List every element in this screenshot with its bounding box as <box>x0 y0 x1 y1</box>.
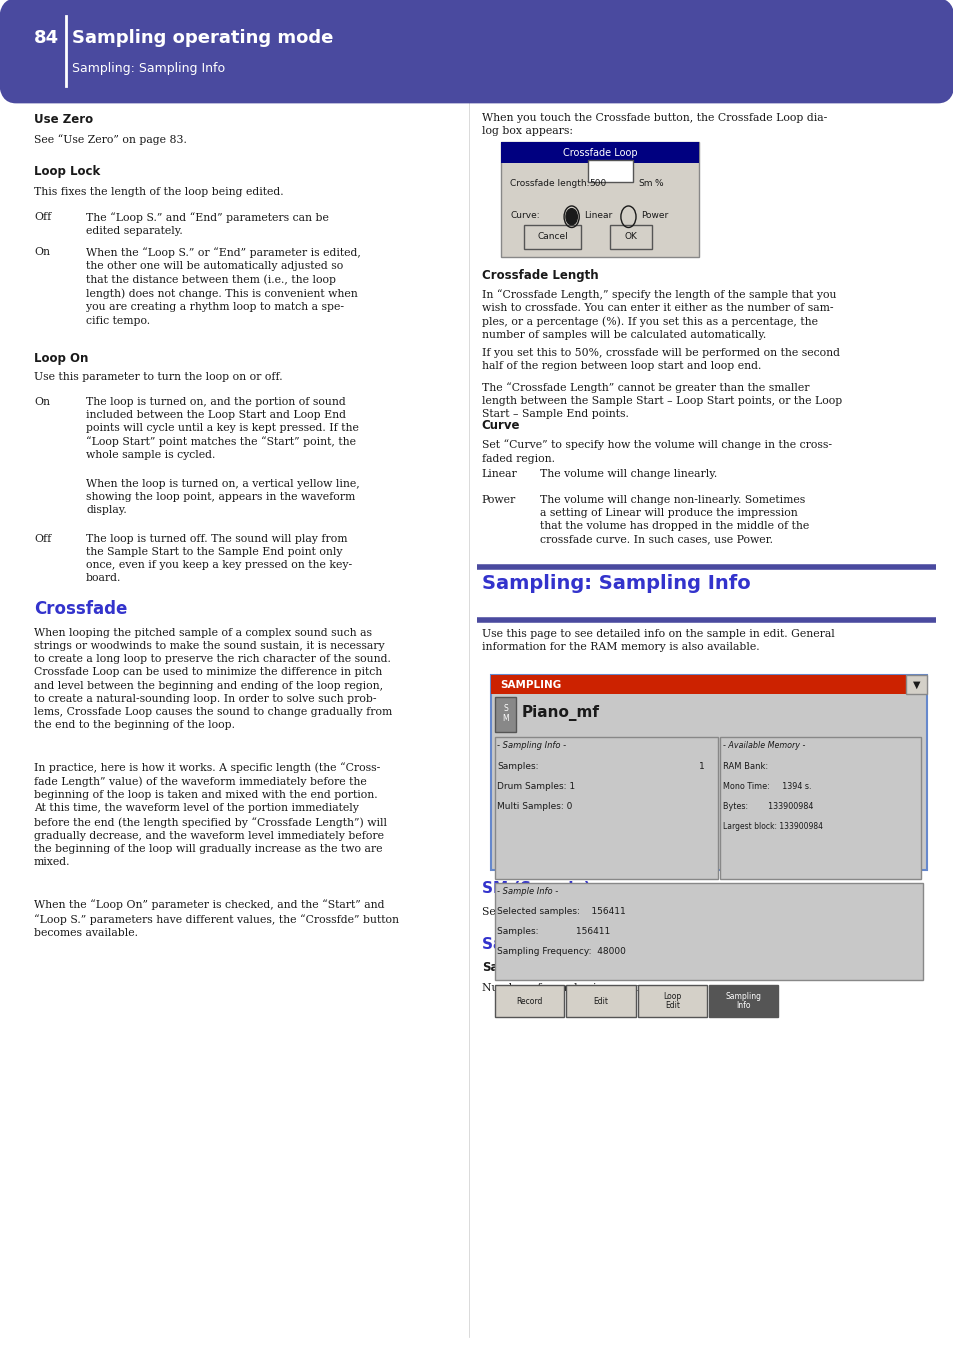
Text: Drum Samples: 1: Drum Samples: 1 <box>497 782 575 791</box>
Text: Use Zero: Use Zero <box>34 113 93 126</box>
Text: Off: Off <box>34 533 51 544</box>
Text: Sampling Info: Sampling Info <box>481 937 599 952</box>
Text: When the loop is turned on, a vertical yellow line,
showing the loop point, appe: When the loop is turned on, a vertical y… <box>86 478 359 514</box>
Text: Selected samples:    156411: Selected samples: 156411 <box>497 907 625 915</box>
Text: Sampling operating mode: Sampling operating mode <box>71 30 333 47</box>
Text: Largest block: 133900984: Largest block: 133900984 <box>722 822 822 832</box>
FancyBboxPatch shape <box>0 0 953 104</box>
Text: In “Crossfade Length,” specify the length of the sample that you
wish to crossfa: In “Crossfade Length,” specify the lengt… <box>481 289 836 340</box>
Text: Curve:: Curve: <box>510 212 539 220</box>
Text: RAM Bank:: RAM Bank: <box>722 761 767 771</box>
FancyBboxPatch shape <box>719 737 920 879</box>
FancyBboxPatch shape <box>500 142 699 256</box>
Text: See “Use Zero” on page 83.: See “Use Zero” on page 83. <box>34 134 187 144</box>
Text: 84: 84 <box>34 30 59 47</box>
Text: The volume will change non-linearly. Sometimes
a setting of Linear will produce : The volume will change non-linearly. Som… <box>539 494 809 544</box>
Text: Linear: Linear <box>583 212 612 220</box>
Text: Crossfade Length: Crossfade Length <box>481 269 598 282</box>
Text: Use this parameter to turn the loop on or off.: Use this parameter to turn the loop on o… <box>34 373 282 382</box>
Text: On: On <box>34 397 50 406</box>
Text: Curve: Curve <box>481 420 519 432</box>
FancyBboxPatch shape <box>500 142 699 163</box>
FancyBboxPatch shape <box>904 675 925 694</box>
Text: When you touch the Crossfade button, the Crossfade Loop dia-
log box appears:: When you touch the Crossfade button, the… <box>481 113 826 136</box>
Text: When the “Loop On” parameter is checked, and the “Start” and
“Loop S.” parameter: When the “Loop On” parameter is checked,… <box>34 899 398 938</box>
Text: In practice, here is how it works. A specific length (the “Cross-
fade Length” v: In practice, here is how it works. A spe… <box>34 763 387 868</box>
Text: Sampling: Sampling Info: Sampling: Sampling Info <box>481 574 750 593</box>
Text: Samples:             156411: Samples: 156411 <box>497 927 610 936</box>
FancyBboxPatch shape <box>491 675 925 869</box>
Text: SAMPLING: SAMPLING <box>500 679 561 690</box>
FancyBboxPatch shape <box>587 161 633 182</box>
Text: Cancel: Cancel <box>537 232 567 242</box>
Text: Crossfade length:: Crossfade length: <box>510 180 589 188</box>
Text: The “Crossfade Length” cannot be greater than the smaller
length between the Sam: The “Crossfade Length” cannot be greater… <box>481 382 841 418</box>
FancyBboxPatch shape <box>524 225 580 248</box>
Text: The “Loop S.” and “End” parameters can be
edited separately.: The “Loop S.” and “End” parameters can b… <box>86 212 329 236</box>
FancyBboxPatch shape <box>708 986 778 1017</box>
Text: If you set this to 50%, crossfade will be performed on the second
half of the re: If you set this to 50%, crossfade will b… <box>481 348 839 371</box>
Text: Piano_mf: Piano_mf <box>521 705 598 721</box>
Text: Crossfade: Crossfade <box>34 599 128 617</box>
Text: Multi Samples: 0: Multi Samples: 0 <box>497 802 572 811</box>
Text: Use this page to see detailed info on the sample in edit. General
information fo: Use this page to see detailed info on th… <box>481 629 834 652</box>
Text: On: On <box>34 247 50 258</box>
FancyBboxPatch shape <box>495 883 922 980</box>
Text: - Sampling Info -: - Sampling Info - <box>497 741 565 751</box>
Text: Set “Curve” to specify how the volume will change in the cross-
faded region.: Set “Curve” to specify how the volume wi… <box>481 440 831 463</box>
Text: Sm: Sm <box>639 180 653 188</box>
Text: Selected sample. See “SM (Sample)” on page 81.: Selected sample. See “SM (Sample)” on pa… <box>481 906 752 917</box>
Text: Samples:: Samples: <box>497 761 537 771</box>
FancyBboxPatch shape <box>495 697 516 732</box>
Text: Sampling Frequency:  48000: Sampling Frequency: 48000 <box>497 948 625 956</box>
FancyBboxPatch shape <box>637 986 706 1017</box>
Circle shape <box>565 209 577 225</box>
Text: Mono Time:     1394 s.: Mono Time: 1394 s. <box>722 782 811 791</box>
FancyBboxPatch shape <box>491 675 904 694</box>
Text: When the “Loop S.” or “End” parameter is edited,
the other one will be automatic: When the “Loop S.” or “End” parameter is… <box>86 247 360 325</box>
Text: Crossfade Loop: Crossfade Loop <box>562 147 637 158</box>
FancyBboxPatch shape <box>609 225 652 248</box>
Text: Number of samples in memory.: Number of samples in memory. <box>481 983 653 992</box>
FancyBboxPatch shape <box>495 737 717 879</box>
Text: 1: 1 <box>698 761 703 771</box>
Text: Loop On: Loop On <box>34 352 89 365</box>
FancyBboxPatch shape <box>566 986 635 1017</box>
Text: Linear: Linear <box>481 470 517 479</box>
Text: %: % <box>655 180 663 188</box>
Text: Off: Off <box>34 212 51 223</box>
Text: - Sample Info -: - Sample Info - <box>497 887 558 895</box>
Text: S
M: S M <box>501 703 508 722</box>
Text: OK: OK <box>623 232 637 242</box>
Text: Sampling: Sampling Info: Sampling: Sampling Info <box>71 62 225 74</box>
Text: Loop
Edit: Loop Edit <box>662 992 680 1010</box>
Text: 500: 500 <box>589 180 606 188</box>
Text: SM (Sample): SM (Sample) <box>481 880 590 895</box>
Text: Edit: Edit <box>593 996 608 1006</box>
Text: Power: Power <box>481 494 516 505</box>
Text: Bytes:        133900984: Bytes: 133900984 <box>722 802 813 811</box>
Text: This fixes the length of the loop being edited.: This fixes the length of the loop being … <box>34 186 283 197</box>
FancyBboxPatch shape <box>495 986 564 1017</box>
Text: The loop is turned on, and the portion of sound
included between the Loop Start : The loop is turned on, and the portion o… <box>86 397 358 460</box>
Text: ▼: ▼ <box>911 679 919 690</box>
Text: Record: Record <box>516 996 542 1006</box>
Text: Sampling
Info: Sampling Info <box>725 992 760 1010</box>
Text: - Available Memory -: - Available Memory - <box>722 741 805 751</box>
Text: Loop Lock: Loop Lock <box>34 165 100 178</box>
Text: The volume will change linearly.: The volume will change linearly. <box>539 470 717 479</box>
Text: Power: Power <box>640 212 667 220</box>
Text: Samples: Samples <box>481 961 537 975</box>
Text: The loop is turned off. The sound will play from
the Sample Start to the Sample : The loop is turned off. The sound will p… <box>86 533 352 583</box>
Text: When looping the pitched sample of a complex sound such as
strings or woodwinds : When looping the pitched sample of a com… <box>34 628 392 730</box>
